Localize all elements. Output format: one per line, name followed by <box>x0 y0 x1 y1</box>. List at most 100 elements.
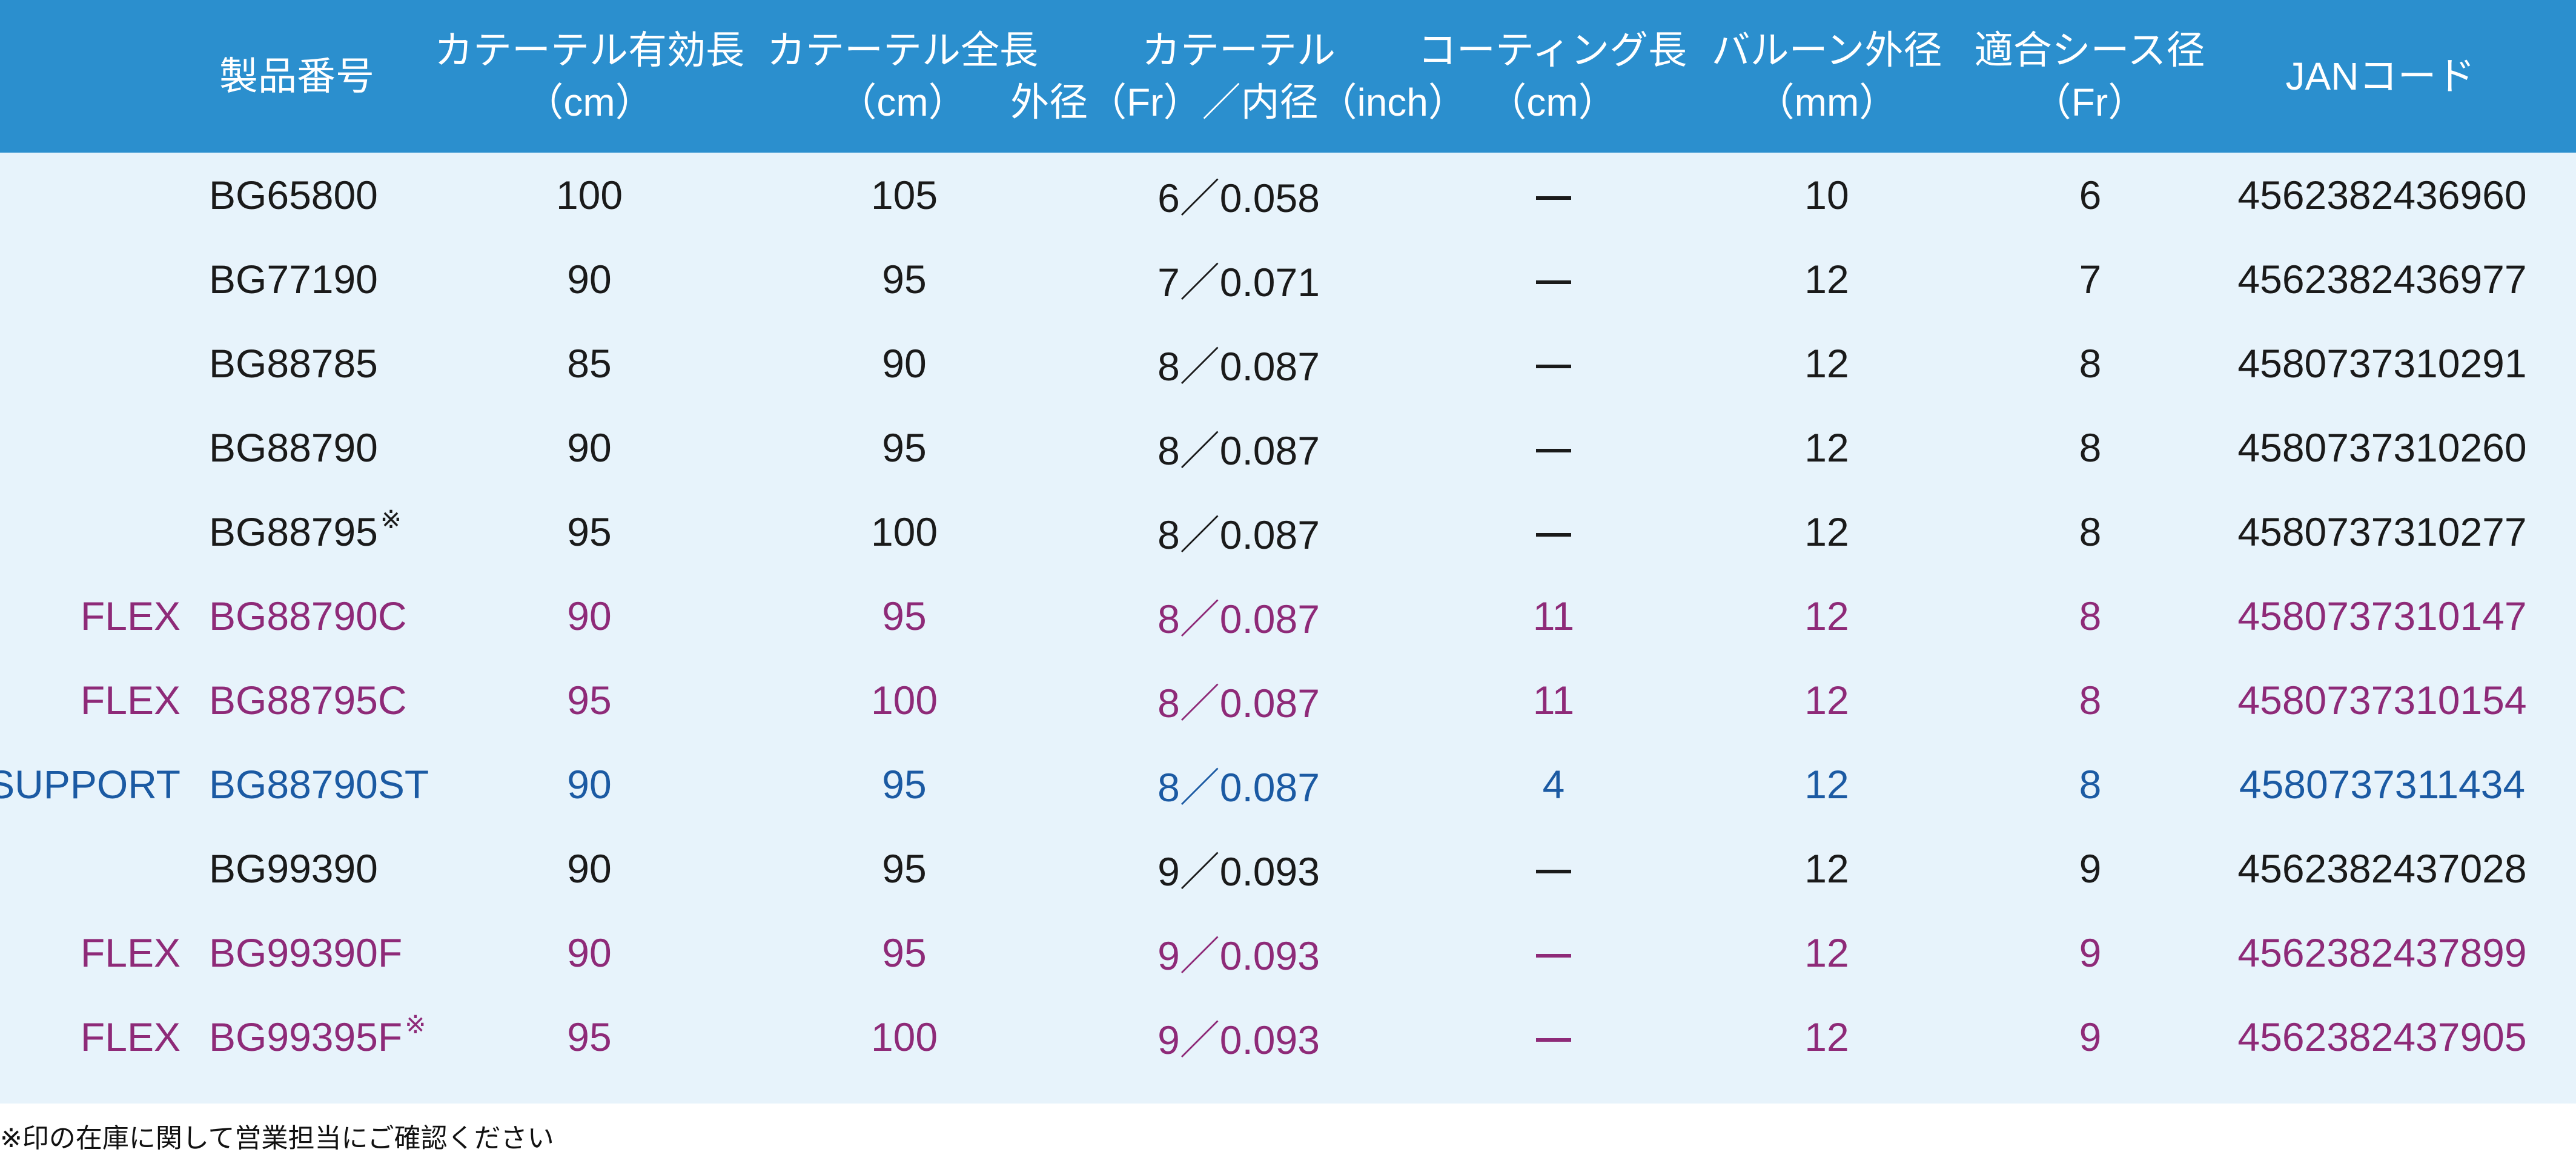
cell-product-no: BG99390F <box>209 910 402 994</box>
cell-sheath-size: 8 <box>2079 489 2102 574</box>
cell-diameter: 6／0.058 <box>1157 153 1320 237</box>
cell-balloon-diameter: 12 <box>1804 826 1849 910</box>
column-header-line: （Fr） <box>2032 81 2147 124</box>
column-header-line: 適合シース径 <box>1974 28 2205 72</box>
cell-text: 100 <box>870 677 938 723</box>
column-header-balloon-diameter: バルーン外径 （mm） <box>1700 0 1954 153</box>
cell-text: 4562382436977 <box>2237 256 2527 302</box>
column-header-line: （cm） <box>838 81 967 124</box>
cell-jan-code: 4562382437905 <box>2237 994 2526 1079</box>
cell-product-no: BG88795C <box>209 658 407 742</box>
table-row: BG65800 100 105 6／0.058 10 6 4562382436960 <box>0 153 2576 237</box>
cell-balloon-diameter: 12 <box>1804 405 1849 489</box>
cell-effective-length: 95 <box>567 489 611 574</box>
cell-text: 12 <box>1804 761 1849 807</box>
cell-effective-length: 85 <box>567 321 611 405</box>
cell-text: 11 <box>1532 593 1575 638</box>
cell-jan-code: 4580737310277 <box>2237 489 2526 574</box>
cell-text: 12 <box>1804 846 1849 891</box>
cell-coating-length: 4 <box>1543 742 1565 826</box>
cell-effective-length: 100 <box>556 153 623 237</box>
column-header-jan-code: JANコード <box>2247 0 2514 153</box>
cell-text: FLEX <box>80 1014 180 1059</box>
cell-text: 12 <box>1804 930 1849 975</box>
column-header-line: （mm） <box>1755 81 1898 124</box>
cell-text: 8／0.087 <box>1157 428 1320 473</box>
cell-text: 90 <box>567 256 612 302</box>
empty-dash <box>1536 1038 1571 1042</box>
column-header-line: （cm） <box>1488 81 1617 124</box>
cell-effective-length: 90 <box>567 237 611 321</box>
cell-variant: SUPPORT <box>0 742 180 826</box>
cell-text: 95 <box>567 677 612 723</box>
cell-sheath-size: 8 <box>2079 658 2102 742</box>
cell-diameter: 8／0.087 <box>1157 321 1320 405</box>
cell-coating-length <box>1536 489 1571 574</box>
table-row: BG77190 90 95 7／0.071 12 7 4562382436977 <box>0 237 2576 321</box>
cell-coating-length <box>1536 826 1571 910</box>
cell-text: BG88785 <box>209 340 378 386</box>
cell-sheath-size: 9 <box>2079 994 2102 1079</box>
cell-effective-length: 90 <box>567 574 611 658</box>
cell-total-length: 95 <box>882 237 926 321</box>
cell-text: 9 <box>2079 930 2102 975</box>
cell-text: 8 <box>2079 425 2102 470</box>
cell-balloon-diameter: 12 <box>1804 321 1849 405</box>
cell-text: 4580737310277 <box>2237 509 2527 554</box>
stock-note-mark: ※ <box>405 1010 426 1039</box>
cell-sheath-size: 9 <box>2079 826 2102 910</box>
cell-product-no: BG65800 <box>209 153 378 237</box>
cell-jan-code: 4562382437028 <box>2237 826 2526 910</box>
cell-text: 12 <box>1804 509 1849 554</box>
table-row: FLEX BG99390F 90 95 9／0.093 12 9 4562382437899 <box>0 910 2576 994</box>
cell-variant: FLEX <box>81 658 180 742</box>
cell-text: 8／0.087 <box>1157 680 1320 726</box>
cell-total-length: 95 <box>882 826 926 910</box>
cell-diameter: 8／0.087 <box>1157 742 1320 826</box>
cell-text: 8 <box>2079 677 2102 723</box>
cell-text: 8 <box>2079 509 2102 554</box>
cell-product-no: BG99395F ※ <box>209 994 426 1079</box>
cell-product-no: BG88790C <box>209 574 407 658</box>
cell-text: 9 <box>2079 1014 2102 1059</box>
empty-dash <box>1536 953 1571 958</box>
cell-text: 6／0.058 <box>1157 175 1320 220</box>
cell-text: BG88790 <box>209 425 378 470</box>
table-row: BG99390 90 95 9／0.093 12 9 4562382437028 <box>0 826 2576 910</box>
cell-text: 4 <box>1542 761 1565 807</box>
cell-coating-length: 11 <box>1533 658 1575 742</box>
empty-dash <box>1536 869 1571 873</box>
cell-coating-length <box>1536 405 1571 489</box>
cell-text: 9／0.093 <box>1157 933 1320 978</box>
cell-text: 12 <box>1804 677 1849 723</box>
cell-text: BG77190 <box>209 256 378 302</box>
cell-text: 4580737310260 <box>2237 425 2527 470</box>
cell-text: BG99390F <box>209 930 403 975</box>
cell-text: BG88790ST <box>209 761 429 807</box>
column-header-line: JANコード <box>2285 55 2475 98</box>
column-header-line: 外径（Fr）／内径（inch） <box>1010 81 1467 124</box>
cell-total-length: 105 <box>871 153 938 237</box>
cell-jan-code: 4580737311434 <box>2239 742 2525 826</box>
cell-text: SUPPORT <box>0 761 180 807</box>
empty-dash <box>1536 532 1571 537</box>
cell-coating-length <box>1536 153 1571 237</box>
column-header-line: カテーテル <box>1142 28 1336 72</box>
cell-text: 7 <box>2079 256 2102 302</box>
cell-text: 9／0.093 <box>1157 1017 1320 1062</box>
cell-sheath-size: 7 <box>2079 237 2102 321</box>
column-header-line: カテーテル全長 <box>767 28 1038 72</box>
cell-sheath-size: 8 <box>2079 321 2102 405</box>
column-header-line: 製品番号 <box>219 55 374 98</box>
cell-effective-length: 90 <box>567 742 611 826</box>
cell-text: 105 <box>870 172 938 217</box>
stock-note-mark: ※ <box>380 505 402 534</box>
cell-text: 4562382437899 <box>2237 930 2527 975</box>
cell-text: 95 <box>882 846 927 891</box>
cell-text: 90 <box>882 340 927 386</box>
cell-jan-code: 4580737310147 <box>2237 574 2526 658</box>
cell-text: FLEX <box>80 930 180 975</box>
cell-text: 12 <box>1804 425 1849 470</box>
cell-text: BG88795C <box>209 677 407 723</box>
